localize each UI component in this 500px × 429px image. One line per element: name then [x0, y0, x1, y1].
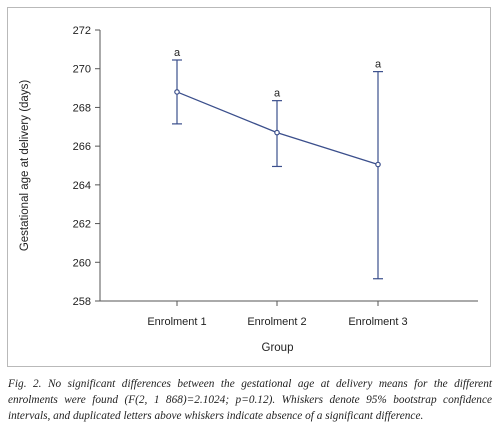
y-tick-label: 260: [73, 257, 91, 269]
x-tick-label: Enrolment 3: [348, 316, 407, 328]
y-tick-label: 272: [73, 25, 91, 37]
x-axis-title: Group: [262, 342, 294, 354]
y-tick-label: 262: [73, 219, 91, 231]
figure-frame: [7, 7, 491, 367]
significance-letter: a: [274, 88, 281, 100]
significance-letter: a: [375, 59, 382, 71]
mean-point: [174, 89, 180, 95]
mean-point: [274, 129, 280, 136]
mean-point: [375, 161, 381, 168]
x-axis-tick-labels: Enrolment 1 Enrolment 2 Enrolment 3: [147, 301, 408, 328]
x-tick-label: Enrolment 1: [147, 316, 206, 328]
y-tick-label: 258: [73, 296, 91, 308]
y-tick-label: 264: [73, 180, 91, 192]
y-axis-title: Gestational age at delivery (days): [19, 80, 31, 251]
figure-caption: Fig. 2. No significant differences betwe…: [8, 378, 492, 422]
significance-letters: a a a: [174, 47, 382, 100]
y-tick-label: 270: [73, 64, 91, 76]
y-tick-label: 268: [73, 102, 91, 114]
mean-points: [174, 89, 381, 168]
x-tick-label: Enrolment 2: [247, 316, 306, 328]
significance-letter: a: [174, 47, 181, 59]
axes: [99, 30, 478, 302]
y-tick-label: 266: [73, 141, 91, 153]
y-axis-ticks: 258 260 262 264 266 268 270 272: [73, 25, 100, 308]
